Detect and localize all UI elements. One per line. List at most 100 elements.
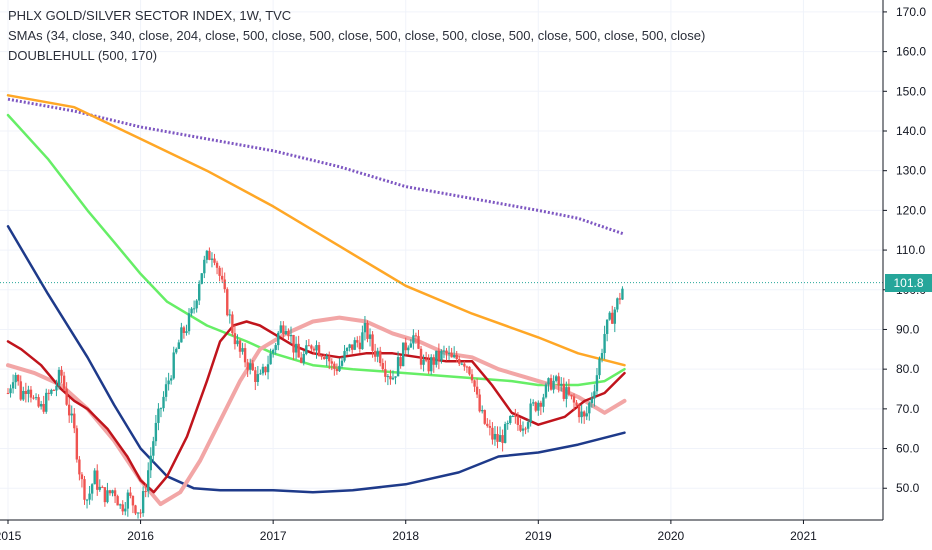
legend-smas-indicator[interactable]: SMAs (34, close, 340, close, 204, close,… [8, 28, 706, 43]
candle-body [182, 327, 186, 333]
candle-body [226, 289, 229, 316]
candle-body [141, 491, 145, 514]
candle-body [180, 327, 183, 343]
candle-body [101, 486, 104, 488]
candle-body [577, 405, 581, 418]
candle-body [340, 360, 344, 366]
candle-body [315, 345, 318, 351]
candle-body [149, 455, 152, 471]
candle-body [616, 298, 619, 310]
candle-body [261, 366, 265, 374]
candle-body [80, 474, 84, 480]
candle-body [52, 389, 56, 391]
candle-body [404, 342, 407, 351]
candle-body [330, 361, 333, 364]
legend-symbol-title[interactable]: PHLX GOLD/SILVER SECTOR INDEX, 1W, TVC [8, 8, 292, 23]
candle-body [473, 380, 476, 387]
candle-body [534, 402, 537, 411]
candle-body [516, 416, 520, 425]
candle-body [442, 350, 446, 352]
candle-body [470, 374, 474, 381]
candle-body [322, 356, 326, 359]
candle-body [440, 351, 443, 361]
candle-body [9, 388, 12, 394]
candle-body [432, 357, 435, 365]
candle-body [343, 351, 346, 361]
candle-body [572, 396, 576, 403]
candle-body [70, 413, 73, 416]
candle-body [600, 353, 604, 359]
price-candles [6, 247, 624, 519]
candle-body [45, 392, 48, 412]
candle-body [292, 334, 295, 353]
candle-body [463, 363, 466, 367]
candle-body [118, 504, 122, 506]
candle-body [450, 353, 453, 358]
candle-body [57, 369, 61, 386]
candle-body [126, 492, 130, 509]
candle-body [113, 490, 117, 497]
candle-body [164, 384, 168, 397]
candle-body [544, 384, 548, 398]
candle-body [422, 359, 425, 365]
candle-body [6, 392, 10, 394]
candle-body [353, 340, 356, 350]
candle-body [424, 359, 428, 361]
candle-body [24, 390, 28, 394]
indicator-line-0 [7, 97, 625, 236]
price-axis[interactable]: 50.060.070.080.090.0100.0110.0120.0130.0… [883, 5, 926, 495]
candle-body [458, 359, 461, 364]
candle-body [215, 262, 219, 268]
candle-body [317, 345, 321, 357]
candle-body [124, 508, 127, 512]
indicator-line-3 [6, 225, 626, 494]
candle-body [394, 376, 397, 378]
candle-body [236, 340, 239, 345]
candle-body [169, 378, 173, 381]
candle-body [195, 300, 198, 309]
candle-body [96, 470, 99, 490]
y-tick-label: 80.0 [896, 362, 920, 376]
x-tick-label: 2016 [127, 529, 154, 543]
time-axis[interactable]: 2015 2016 2017 2018 2019 2020 2021 [0, 520, 817, 543]
candle-body [328, 356, 331, 362]
legend-doublehull-indicator[interactable]: DOUBLEHULL (500, 170) [8, 48, 158, 63]
candle-body [363, 322, 367, 333]
candle-body [427, 360, 430, 372]
candle-body [542, 397, 545, 407]
candle-body [60, 369, 63, 376]
candle-body [483, 410, 486, 424]
candle-body [190, 308, 193, 314]
candle-body [478, 394, 481, 412]
y-tick-label: 140.0 [896, 124, 926, 138]
chart-grid [0, 0, 883, 520]
y-tick-label: 170.0 [896, 5, 926, 19]
candle-body [223, 279, 226, 290]
candle-body [396, 357, 400, 377]
candle-body [532, 402, 535, 404]
candle-body [55, 385, 58, 391]
x-tick-label: 2015 [0, 529, 22, 543]
candle-body [220, 275, 224, 280]
candle-body [274, 345, 277, 350]
candle-body [537, 402, 540, 411]
candle-body [447, 353, 451, 355]
candle-body [249, 363, 252, 370]
candle-body [539, 402, 543, 407]
candle-body [205, 250, 209, 260]
x-tick-label: 2019 [525, 529, 552, 543]
candle-body [233, 333, 237, 345]
candle-body [409, 343, 413, 348]
candle-body [488, 425, 492, 428]
candle-body [277, 332, 280, 346]
candle-body [348, 344, 351, 348]
y-tick-label: 50.0 [896, 481, 920, 495]
last-price-tag: 101.8 [885, 273, 932, 292]
candle-body [282, 325, 285, 335]
candle-body [509, 416, 512, 423]
candle-body [157, 408, 160, 423]
candle-body [618, 298, 622, 300]
candle-body [307, 345, 311, 347]
candle-body [562, 383, 565, 399]
indicator-line-1 [6, 94, 626, 367]
